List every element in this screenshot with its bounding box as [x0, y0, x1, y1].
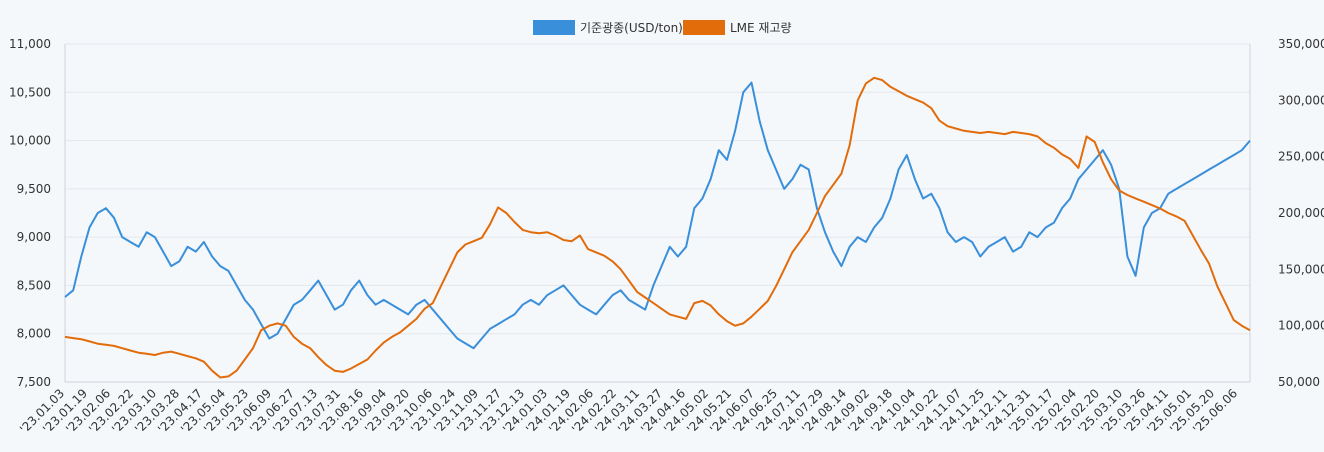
legend-label: 기준광종(USD/ton): [580, 21, 683, 35]
y-right-tick-label: 350,000: [1278, 37, 1324, 51]
legend-label: LME 재고량: [730, 21, 792, 35]
right-y-axis: 50,000 100,000 150,000 200,000 250,000 300,00…: [1278, 37, 1324, 389]
y-left-tick-label: 7,500: [17, 375, 51, 389]
y-left-tick-label: 8,000: [17, 327, 51, 341]
y-left-tick-label: 9,500: [17, 182, 51, 196]
y-left-tick-label: 10,500: [9, 85, 51, 99]
left-y-axis: 7,500 8,000 8,500 9,000 9,500 10,000 10,500 11,…: [9, 37, 51, 389]
series-line: [64, 81, 1251, 350]
gridlines: [64, 43, 1251, 383]
legend-swatch: [533, 20, 575, 35]
y-left-tick-label: 8,500: [17, 278, 51, 292]
y-right-tick-label: 250,000: [1278, 150, 1324, 164]
y-left-tick-label: 10,000: [9, 134, 51, 148]
y-right-tick-label: 100,000: [1278, 319, 1324, 333]
y-left-tick-label: 9,000: [17, 230, 51, 244]
y-right-tick-label: 300,000: [1278, 93, 1324, 107]
series-line: [64, 76, 1251, 379]
x-axis: '23.01.03'23.01.19'23.02.06'23.02.22'23.…: [17, 386, 1240, 436]
legend: 기준광종(USD/ton) LME 재고량: [533, 20, 792, 35]
y-right-tick-label: 200,000: [1278, 206, 1324, 220]
legend-swatch: [683, 20, 725, 35]
y-left-tick-label: 11,000: [9, 37, 51, 51]
y-right-tick-label: 150,000: [1278, 262, 1324, 276]
y-right-tick-label: 50,000: [1278, 375, 1320, 389]
series-lines: [64, 76, 1251, 379]
